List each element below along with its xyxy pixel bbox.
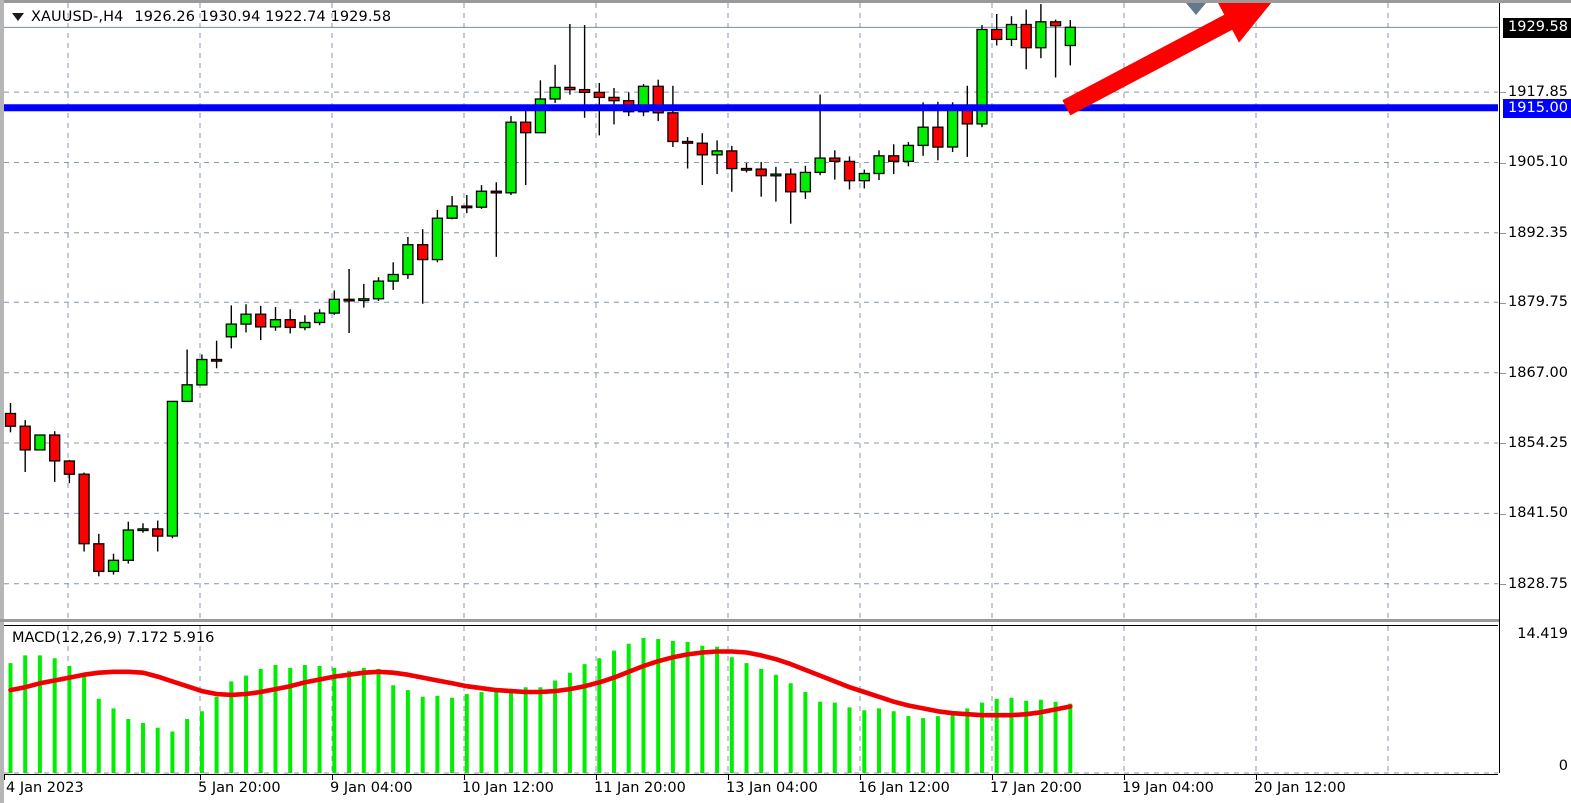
price-axis-tick: 1854.25 [1500, 436, 1568, 451]
price-tick-dash [1500, 584, 1507, 585]
symbol-quote-bar: XAUUSD-,H4 1926.26 1930.94 1922.74 1929.… [12, 9, 391, 25]
price-axis-tick: 1867.00 [1500, 366, 1568, 381]
price-axis-tick: 1841.50 [1500, 506, 1568, 521]
ohlc-values: 1926.26 1930.94 1922.74 1929.58 [134, 9, 392, 25]
price-chart-pane[interactable]: XAUUSD-,H4 1926.26 1930.94 1922.74 1929.… [4, 3, 1498, 621]
price-tick-dash [1500, 92, 1507, 94]
last-price-badge: 1929.58 [1503, 18, 1571, 38]
macd-axis-max: 14.419 [1517, 626, 1568, 642]
price-tick-dash [1500, 372, 1507, 374]
time-tick-mark [4, 775, 5, 780]
price-tick-dash [1500, 162, 1507, 164]
time-tick-mark [860, 775, 861, 780]
price-level-badge: 1915.00 [1503, 98, 1571, 119]
window-top-border [0, 0, 1571, 3]
time-axis-tick: 20 Jan 12:00 [1254, 780, 1346, 796]
chart-object-marker-icon[interactable] [1186, 3, 1206, 15]
macd-indicator-pane[interactable]: MACD(12,26,9) 7.172 5.916 [4, 625, 1498, 774]
time-axis[interactable]: 4 Jan 2023 5 Jan 20:00 9 Jan 04:00 10 Jan 1… [4, 774, 1498, 803]
time-axis-tick: 13 Jan 04:00 [726, 780, 818, 796]
triangle-down-icon[interactable] [12, 13, 24, 21]
time-axis-tick: 5 Jan 20:00 [198, 780, 281, 796]
time-tick-mark [596, 775, 597, 780]
time-tick-mark [1256, 775, 1257, 780]
macd-label: MACD(12,26,9) 7.172 5.916 [10, 630, 217, 646]
symbol-label: XAUUSD-,H4 [31, 9, 124, 25]
price-tick-dash [1500, 443, 1507, 445]
time-axis-tick: 10 Jan 12:00 [462, 780, 554, 796]
time-axis-tick: 11 Jan 20:00 [594, 780, 686, 796]
macd-canvas [4, 626, 1498, 774]
price-axis-tick: 1905.10 [1500, 155, 1568, 170]
price-axis-tick: 1879.75 [1500, 295, 1568, 310]
price-axis[interactable]: 1917.85 1905.10 1892.35 1879.75 1867.00 1854.… [1499, 3, 1571, 773]
time-axis-tick: 9 Jan 04:00 [330, 780, 413, 796]
bullish-trend-arrow [1062, 3, 1272, 116]
price-tick-dash [1500, 513, 1507, 515]
window-left-border [0, 0, 4, 803]
time-axis-tick: 17 Jan 20:00 [990, 780, 1082, 796]
time-tick-mark [728, 775, 729, 780]
price-chart-canvas [4, 3, 1498, 621]
price-axis-tick: 1828.75 [1500, 577, 1568, 592]
time-tick-mark [1124, 775, 1125, 780]
time-axis-tick: 4 Jan 2023 [6, 780, 84, 796]
price-tick-dash [1500, 233, 1507, 235]
macd-axis-min: 0 [1558, 758, 1568, 774]
time-axis-tick: 16 Jan 12:00 [858, 780, 950, 796]
time-tick-mark [464, 775, 465, 780]
time-tick-mark [992, 775, 993, 780]
time-axis-tick: 19 Jan 04:00 [1122, 780, 1214, 796]
time-tick-mark [332, 775, 333, 780]
price-tick-dash [1500, 302, 1507, 304]
price-axis-tick: 1917.85 [1500, 85, 1568, 100]
time-tick-mark [200, 775, 201, 780]
price-axis-tick: 1892.35 [1500, 226, 1568, 241]
pane-divider[interactable] [0, 619, 1571, 622]
